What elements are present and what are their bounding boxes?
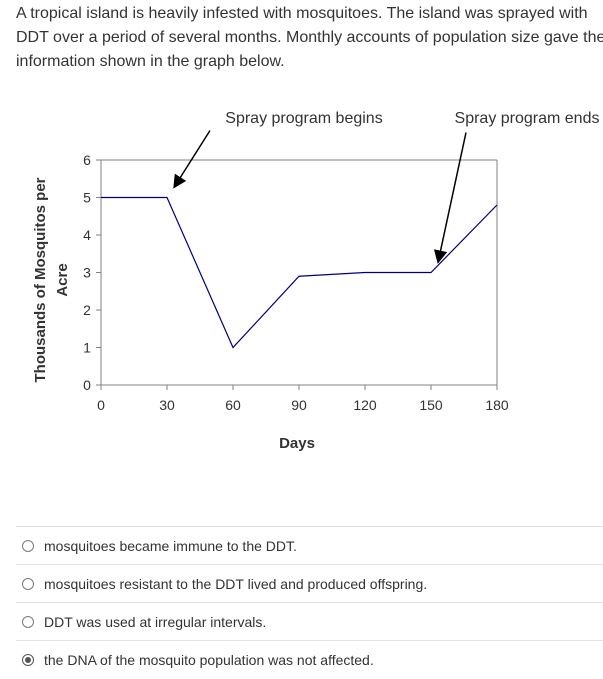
question-text: A tropical island is heavily infested wi… <box>16 2 603 74</box>
question-line: DDT over a period of several months. Mon… <box>16 29 603 46</box>
x-axis-label: Days <box>279 435 315 452</box>
y-axis-label-line: Acre <box>54 263 71 296</box>
y-tick-label: 0 <box>83 377 91 393</box>
answer-options: mosquitoes became immune to the DDT. mos… <box>16 526 603 678</box>
y-tick-label: 6 <box>83 152 91 168</box>
y-tick-label: 4 <box>83 227 91 243</box>
x-tick-label: 150 <box>419 397 443 413</box>
x-tick-label: 30 <box>159 397 175 413</box>
y-tick-label: 5 <box>83 190 91 206</box>
x-tick-label: 60 <box>225 397 241 413</box>
y-tick-label: 2 <box>83 302 91 318</box>
y-tick-label: 1 <box>83 340 91 356</box>
radio-button[interactable] <box>22 653 34 666</box>
y-axis-label-line: Thousands of Mosquitos per <box>32 177 49 382</box>
annotation-arrow <box>173 130 211 189</box>
answer-option-label: mosquitoes resistant to the DDT lived an… <box>44 575 428 592</box>
radio-button[interactable] <box>22 615 34 628</box>
x-tick-label: 180 <box>485 397 509 413</box>
answer-option-label: mosquitoes became immune to the DDT. <box>44 537 297 554</box>
answer-option[interactable]: the DNA of the mosquito population was n… <box>16 640 603 678</box>
annotation-arrow <box>433 132 467 264</box>
x-tick-label: 90 <box>291 397 307 413</box>
answer-option[interactable]: DDT was used at irregular intervals. <box>16 602 603 640</box>
radio-button[interactable] <box>22 539 34 552</box>
question-line: information shown in the graph below. <box>16 53 285 70</box>
annotation-spray-begins: Spray program begins <box>225 110 382 127</box>
series-line <box>101 196 498 349</box>
x-tick-label: 120 <box>353 397 377 413</box>
answer-option[interactable]: mosquitoes resistant to the DDT lived an… <box>16 564 603 602</box>
answer-option-label: the DNA of the mosquito population was n… <box>44 651 374 668</box>
answer-option[interactable]: mosquitoes became immune to the DDT. <box>16 526 603 564</box>
y-tick-label: 3 <box>83 265 91 281</box>
radio-button[interactable] <box>22 577 34 590</box>
y-axis-label: Thousands of Mosquitos per Acre <box>32 177 71 382</box>
answer-option-label: DDT was used at irregular intervals. <box>44 613 267 630</box>
population-chart: Thousands of Mosquitos per Acre Days Spr… <box>32 110 600 452</box>
question-line: A tropical island is heavily infested wi… <box>16 5 588 22</box>
annotation-spray-ends: Spray program ends <box>455 110 600 127</box>
x-tick-label: 0 <box>97 397 105 413</box>
